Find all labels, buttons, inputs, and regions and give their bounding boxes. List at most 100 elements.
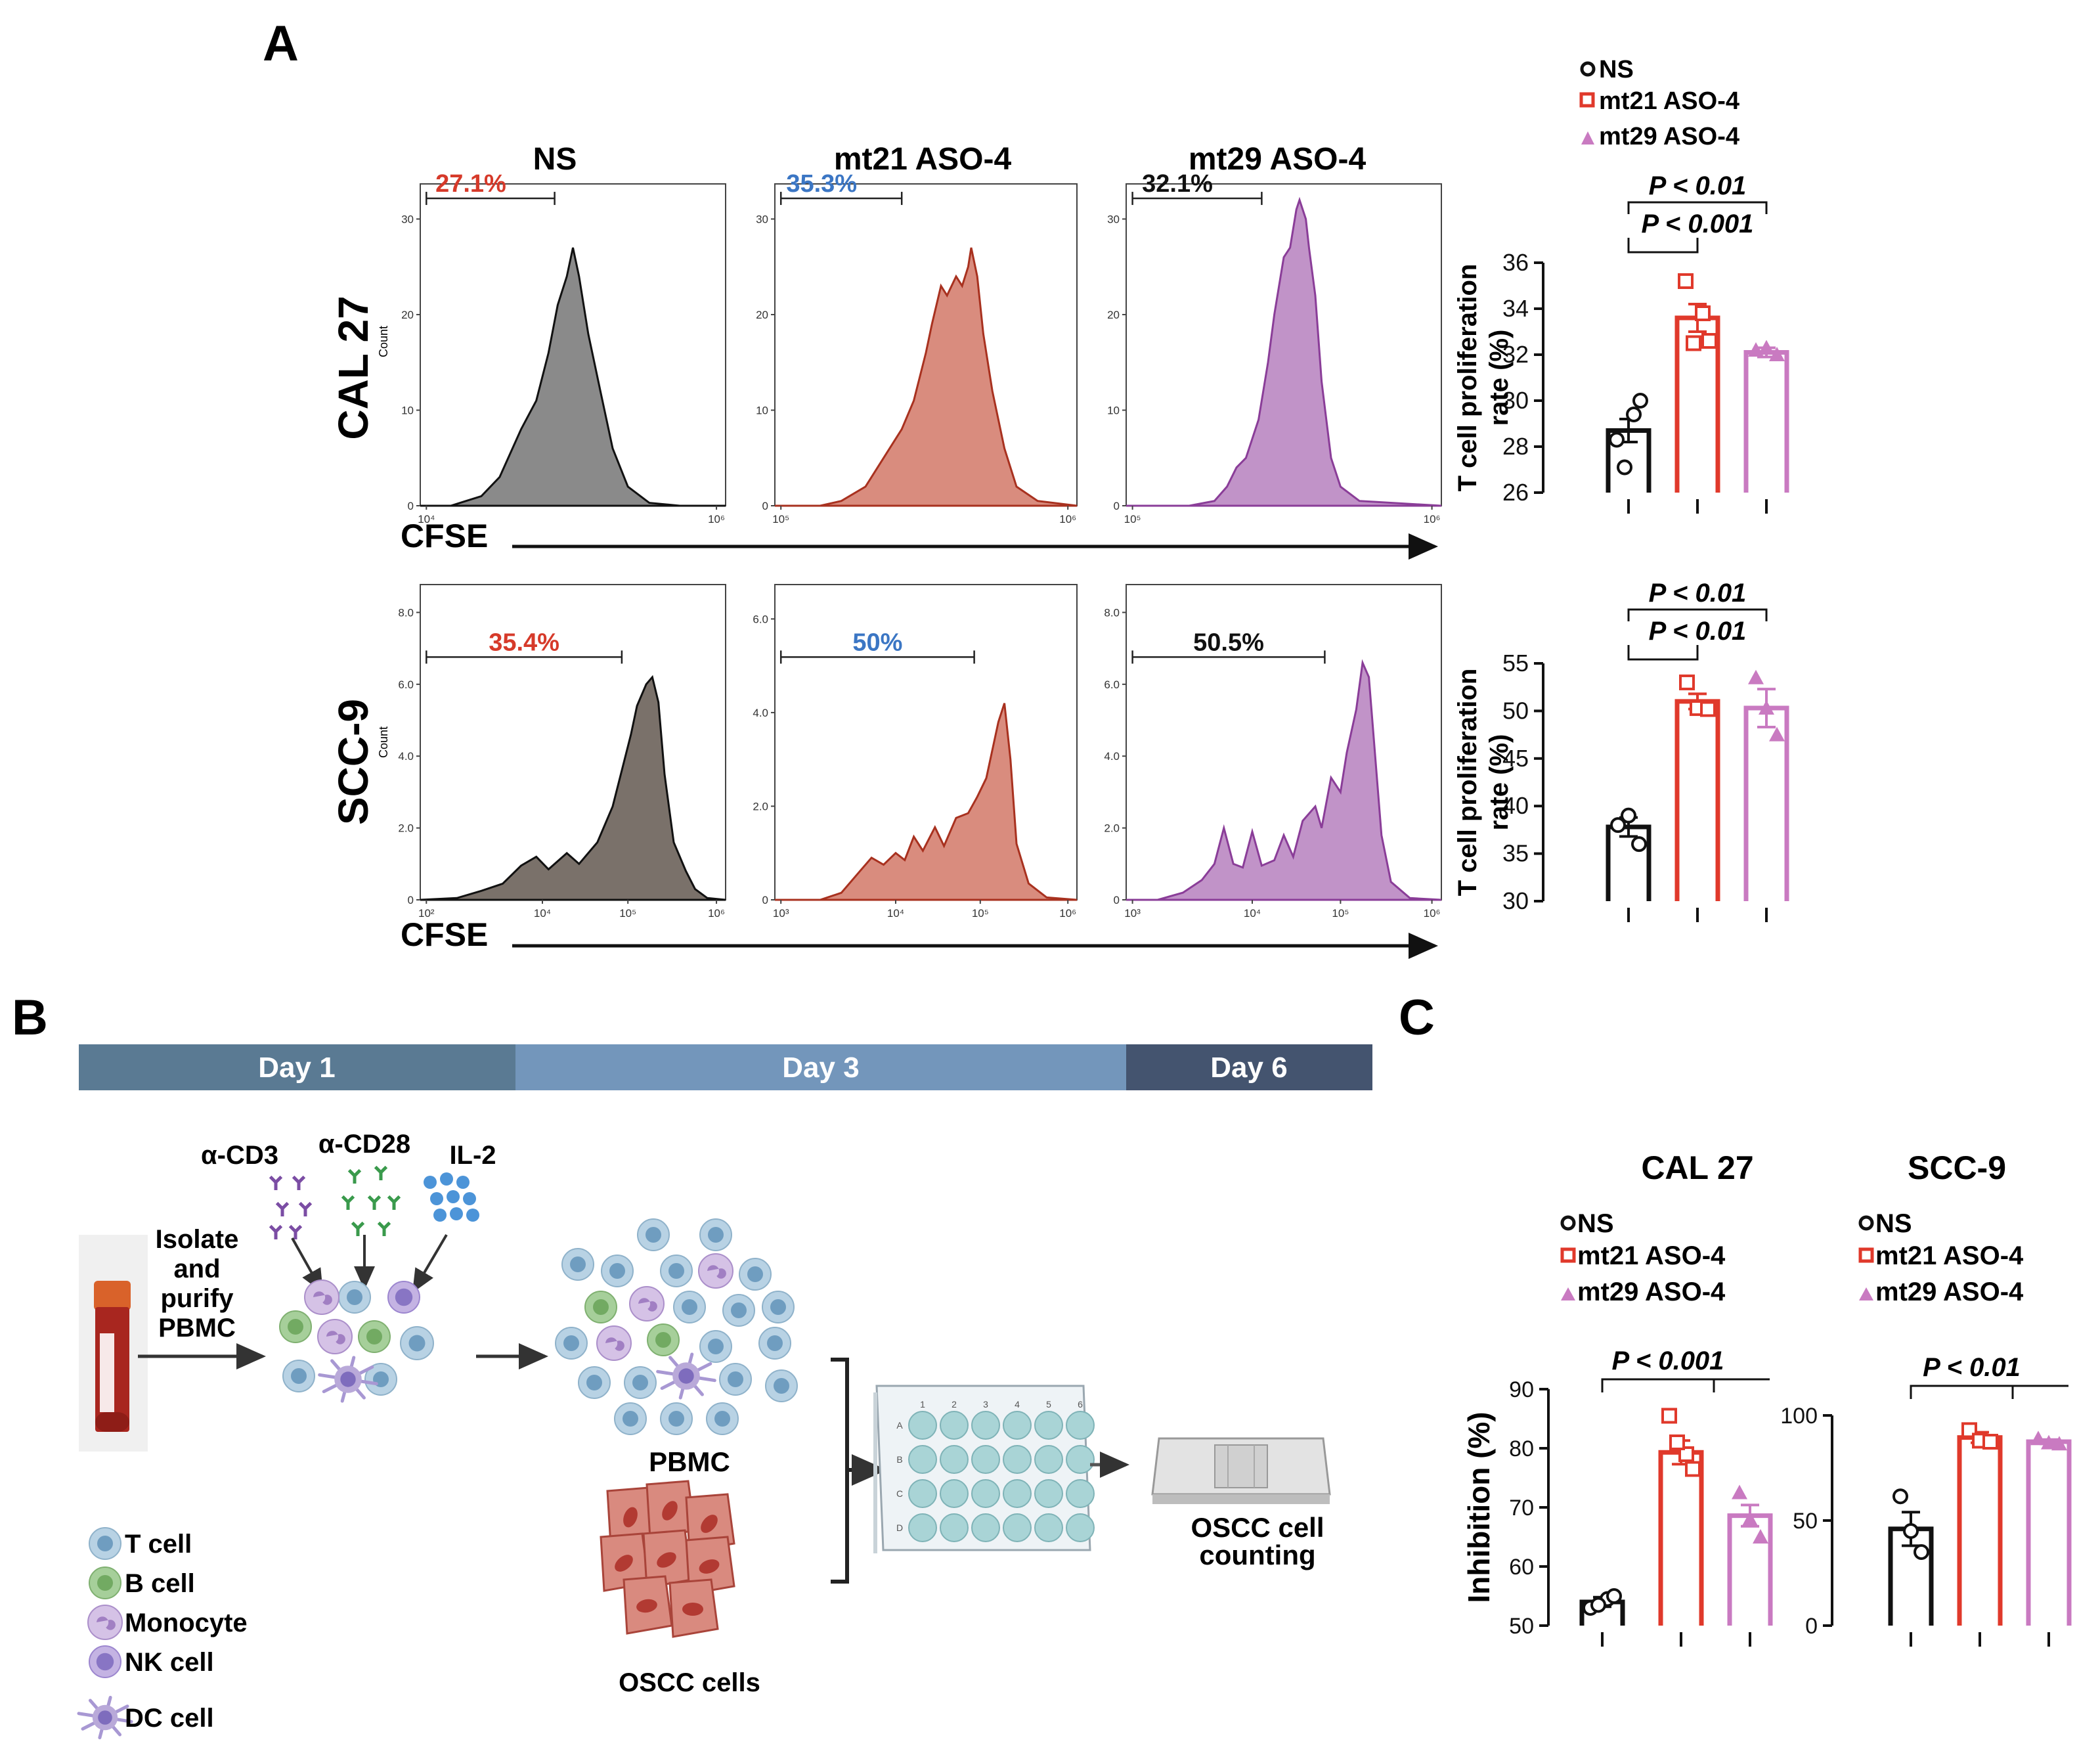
- y-tick-label: 30: [1502, 387, 1529, 414]
- x-tick-label: 10⁵: [1124, 513, 1141, 525]
- oscc-cell-nucleus: [615, 1555, 633, 1572]
- b-cell-nucleus: [366, 1329, 382, 1344]
- bar: [1743, 350, 1789, 493]
- legend-ns-marker: [1560, 1215, 1576, 1231]
- x-tick-label: 10⁶: [1424, 513, 1441, 525]
- legend-ns-marker: [1580, 61, 1596, 77]
- t-cell-nucleus: [668, 1411, 684, 1427]
- y-tick-label: 0: [1114, 894, 1120, 906]
- timeline-day6-segment: [1126, 1044, 1372, 1090]
- isolate-text-line3: purify: [160, 1284, 234, 1313]
- data-point: [1617, 459, 1632, 476]
- nk-cell-nucleus: [395, 1288, 413, 1306]
- legend-ns-label: NS: [1599, 56, 1634, 83]
- flow-row-label-scc9: SCC-9: [330, 699, 377, 825]
- y-tick-label: 8.0: [398, 606, 414, 619]
- data-point: [1759, 340, 1774, 355]
- plate-well: [908, 1445, 937, 1474]
- data-point: [1748, 669, 1764, 684]
- cell-legend-label-4: DC cell: [125, 1704, 214, 1733]
- plate-well: [908, 1411, 937, 1440]
- x-tick-label: 10⁵: [972, 907, 989, 920]
- flow-col-title-mt21: mt21 ASO-4: [834, 142, 1012, 177]
- y-axis-title-line2: rate (%): [1485, 330, 1514, 426]
- sig-bracket: [1627, 238, 1699, 254]
- bar: [1957, 1435, 2003, 1626]
- reagent-arrow-3: [412, 1233, 448, 1293]
- x-tick-label: 10⁶: [1424, 907, 1441, 920]
- x-tick-label: 10⁵: [772, 513, 789, 525]
- gate-percentage: 27.1%: [435, 170, 506, 198]
- bar: [1727, 1513, 1773, 1626]
- plot-frame: [774, 584, 1078, 900]
- t-cell-nucleus: [563, 1335, 579, 1351]
- flow-row-label-cal27: CAL 27: [330, 296, 377, 439]
- y-axis-title: Inhibition (%): [1462, 1411, 1496, 1603]
- flow-plot-cal27-mt29: 0 10 20 30 10⁵ 10⁶ 32.1%: [1107, 170, 1442, 525]
- t-cell-nucleus: [731, 1302, 747, 1318]
- bar: [1658, 1450, 1704, 1626]
- plate-well: [971, 1411, 1000, 1440]
- data-point: [1769, 726, 1785, 742]
- timeline-day6-label: Day 6: [1210, 1052, 1287, 1084]
- monocyte-nucleus: [605, 1337, 624, 1351]
- plate-well: [1003, 1445, 1032, 1474]
- data-point: [1685, 1461, 1701, 1477]
- plate-well: [1034, 1513, 1063, 1542]
- flow-col-title-ns: NS: [533, 142, 577, 177]
- gate-percentage: 32.1%: [1142, 170, 1213, 198]
- t-cell-nucleus: [767, 1335, 783, 1351]
- cfse-label-top: CFSE: [401, 518, 488, 554]
- il2-dot: [450, 1207, 463, 1220]
- y-tick-label: 10: [401, 404, 414, 416]
- sig-bracket: [1910, 1385, 2068, 1399]
- histogram-area: [1126, 659, 1442, 901]
- cell-cluster-pbmc: [555, 1218, 798, 1435]
- data-point: [1626, 407, 1642, 422]
- legend-mt21-label: mt21 ASO-4: [1599, 87, 1739, 115]
- data-point: [1632, 393, 1648, 409]
- panel-a-legend: NS mt21 ASO-4 mt29 ASO-4: [1579, 56, 1739, 150]
- y-tick-label: 35: [1502, 840, 1529, 867]
- y-tick-label: 0: [762, 894, 768, 906]
- plate-well: [940, 1479, 969, 1508]
- y-tick-label: 30: [401, 213, 414, 225]
- cell-legend-label-0: T cell: [125, 1530, 192, 1559]
- x-tick-label: 10⁴: [418, 513, 435, 525]
- data-point: [2041, 1434, 2057, 1450]
- isolate-text-line2: and: [173, 1255, 220, 1283]
- x-tick-label: 10⁶: [708, 907, 725, 920]
- y-tick-label: 50: [1502, 697, 1529, 724]
- y-tick-label: 30: [1107, 213, 1120, 225]
- y-tick-label: 30: [756, 213, 768, 225]
- timeline-day3-segment: [515, 1044, 1126, 1090]
- gate-percentage: 50.5%: [1193, 629, 1264, 656]
- y-tick-label: 20: [401, 309, 414, 321]
- timeline-day1-segment: [79, 1044, 515, 1090]
- plate-well: [1034, 1445, 1063, 1474]
- counting-chamber-icon: [1151, 1437, 1331, 1504]
- plot-frame: [420, 584, 726, 900]
- data-point: [1769, 347, 1785, 361]
- t-cell-nucleus: [586, 1375, 602, 1390]
- plate-row-label: C: [896, 1488, 903, 1499]
- y-tick-label: 6.0: [1104, 678, 1120, 691]
- plate-well: [908, 1513, 937, 1542]
- y-tick-label: 60: [1509, 1555, 1534, 1580]
- data-point: [1753, 1529, 1768, 1544]
- y-tick-label: 0: [1805, 1614, 1818, 1639]
- legend-ns-label: NS: [1875, 1209, 1912, 1238]
- data-point: [1679, 674, 1695, 690]
- y-tick-label: 26: [1502, 479, 1529, 506]
- bar-chart-bar_cal27_prolif: 26 28 30 32 34 36 T cell proliferation rate (%)…: [1453, 171, 1789, 514]
- oscc-cell-nucleus: [636, 1599, 657, 1613]
- t-cell-nucleus: [97, 1536, 113, 1551]
- il2-dot: [466, 1209, 479, 1222]
- histogram-area: [1126, 196, 1442, 507]
- x-tick-label: 10⁵: [619, 907, 636, 920]
- legend-mt29-marker: [1859, 1287, 1873, 1300]
- oscc-cells-label: OSCC cells: [619, 1668, 760, 1697]
- t-cell-nucleus: [770, 1299, 786, 1315]
- legend-mt29-label: mt29 ASO-4: [1577, 1277, 1726, 1306]
- y-tick-label: 2.0: [398, 822, 414, 835]
